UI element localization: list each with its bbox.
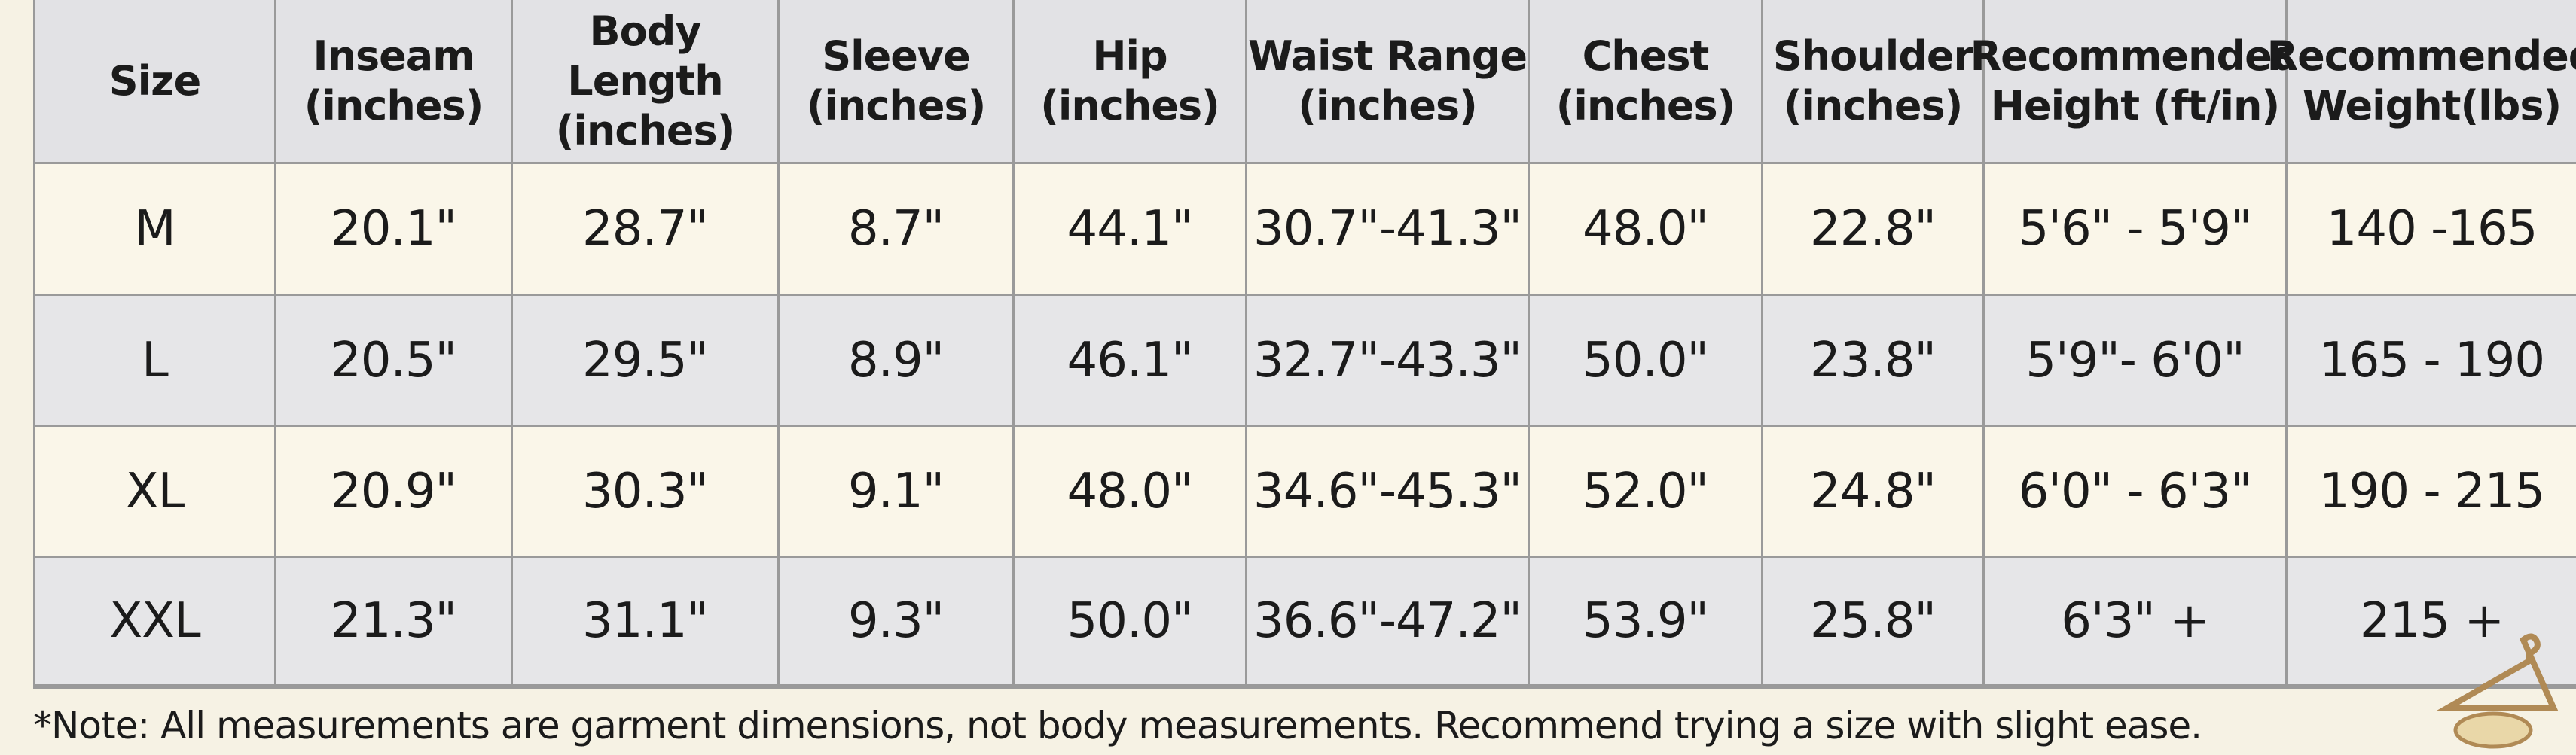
- size-cell: L: [35, 296, 276, 427]
- data-cell: 9.1": [780, 427, 1015, 558]
- data-cell: 140 -165: [2288, 164, 2576, 296]
- header-text: Hip: [1092, 32, 1167, 80]
- header-text: Waist Range: [1247, 32, 1528, 80]
- data-cell: 20.1": [276, 164, 513, 296]
- size-cell: XXL: [35, 558, 276, 687]
- size-table: Size Inseam (inches) Body Length (inches) Sle…: [33, 0, 2576, 689]
- header-text: (inches): [1555, 81, 1736, 129]
- data-cell: 25.8": [1763, 558, 1985, 687]
- hanger-icon: [2436, 633, 2559, 749]
- header-cell: Size: [35, 0, 276, 164]
- header-text: Recommended: [1970, 32, 2301, 80]
- data-cell: 50.0": [1015, 558, 1247, 687]
- header-text: (inches): [1040, 81, 1220, 129]
- data-cell: 28.7": [513, 164, 780, 296]
- header-text: (inches): [806, 81, 987, 129]
- data-cell: 5'6" - 5'9": [1985, 164, 2288, 296]
- data-cell: 44.1": [1015, 164, 1247, 296]
- header-cell: Waist Range (inches): [1247, 0, 1530, 164]
- data-cell: 34.6"-45.3": [1247, 427, 1530, 558]
- data-cell: 48.0": [1530, 164, 1763, 296]
- header-text: Sleeve: [822, 32, 970, 80]
- data-cell: 53.9": [1530, 558, 1763, 687]
- data-cell: 30.3": [513, 427, 780, 558]
- header-text: (inches): [1783, 81, 1964, 129]
- data-cell: 6'0" - 6'3": [1985, 427, 2288, 558]
- header-cell: Recommended Weight(lbs): [2267, 0, 2576, 164]
- data-cell: 8.9": [780, 296, 1015, 427]
- data-cell: 29.5": [513, 296, 780, 427]
- note: *Note: All measurements are garment dime…: [33, 704, 2202, 747]
- data-cell: 46.1": [1015, 296, 1247, 427]
- data-cell: 9.3": [780, 558, 1015, 687]
- data-cell: 6'3" +: [1985, 558, 2288, 687]
- data-cell: 215 +: [2288, 558, 2576, 687]
- header-cell: Inseam (inches): [276, 0, 513, 164]
- data-cell: 31.1": [513, 558, 780, 687]
- size-cell: M: [35, 164, 276, 296]
- data-cell: 20.5": [276, 296, 513, 427]
- header-text: (inches): [304, 81, 484, 129]
- data-cell: 32.7"-43.3": [1247, 296, 1530, 427]
- header-text: Recommended: [2266, 32, 2576, 80]
- data-cell: 8.7": [780, 164, 1015, 296]
- size-cell: XL: [35, 427, 276, 558]
- data-cell: 24.8": [1763, 427, 1985, 558]
- header-text: Height (ft/in): [1990, 81, 2280, 129]
- header-text: (inches): [1298, 81, 1478, 129]
- data-cell: 36.6"-47.2": [1247, 558, 1530, 687]
- data-cell: 23.8": [1763, 296, 1985, 427]
- data-cell: 50.0": [1530, 296, 1763, 427]
- data-cell: 5'9"- 6'0": [1985, 296, 2288, 427]
- data-cell: 30.7"-41.3": [1247, 164, 1530, 296]
- header-text: Weight(lbs): [2302, 81, 2562, 129]
- header-cell: Hip (inches): [1015, 0, 1247, 164]
- data-cell: 21.3": [276, 558, 513, 687]
- header-text: Chest: [1582, 32, 1710, 80]
- header-text: Body Length: [567, 7, 723, 105]
- data-cell: 165 - 190: [2288, 296, 2576, 427]
- data-cell: 52.0": [1530, 427, 1763, 558]
- header-text: Size: [108, 56, 201, 105]
- data-cell: 190 - 215: [2288, 427, 2576, 558]
- header-text: Inseam: [313, 32, 475, 80]
- header-cell: Body Length (inches): [513, 0, 780, 164]
- header-cell: Chest (inches): [1530, 0, 1763, 164]
- header-cell: Recommended Height (ft/in): [1970, 0, 2300, 164]
- header-cell: Sleeve (inches): [780, 0, 1015, 164]
- data-cell: 22.8": [1763, 164, 1985, 296]
- header-text: (inches): [555, 106, 736, 154]
- header-cell: Shoulder (inches): [1763, 0, 1985, 164]
- data-cell: 48.0": [1015, 427, 1247, 558]
- data-cell: 20.9": [276, 427, 513, 558]
- header-text: Shoulder: [1772, 32, 1973, 80]
